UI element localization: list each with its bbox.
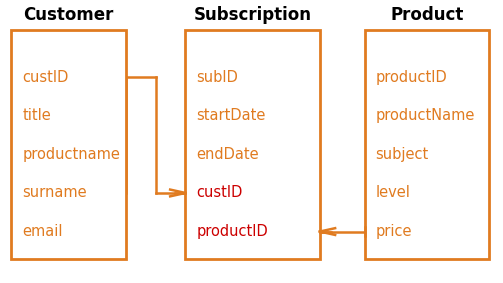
- Text: subID: subID: [196, 70, 238, 85]
- Text: subject: subject: [376, 147, 429, 162]
- Text: productName: productName: [376, 108, 475, 123]
- Bar: [365, 30, 489, 259]
- Bar: [12, 30, 126, 259]
- Text: custID: custID: [196, 185, 243, 200]
- Text: startDate: startDate: [196, 108, 266, 123]
- Text: level: level: [376, 185, 410, 200]
- Text: Product: Product: [390, 6, 463, 24]
- Text: price: price: [376, 224, 412, 239]
- Text: productname: productname: [22, 147, 120, 162]
- Text: email: email: [22, 224, 63, 239]
- Text: title: title: [22, 108, 51, 123]
- Text: endDate: endDate: [196, 147, 259, 162]
- Text: surname: surname: [22, 185, 87, 200]
- Text: custID: custID: [22, 70, 69, 85]
- Text: Subscription: Subscription: [194, 6, 312, 24]
- Text: productID: productID: [376, 70, 447, 85]
- Text: Customer: Customer: [23, 6, 114, 24]
- Text: productID: productID: [196, 224, 268, 239]
- Bar: [186, 30, 320, 259]
